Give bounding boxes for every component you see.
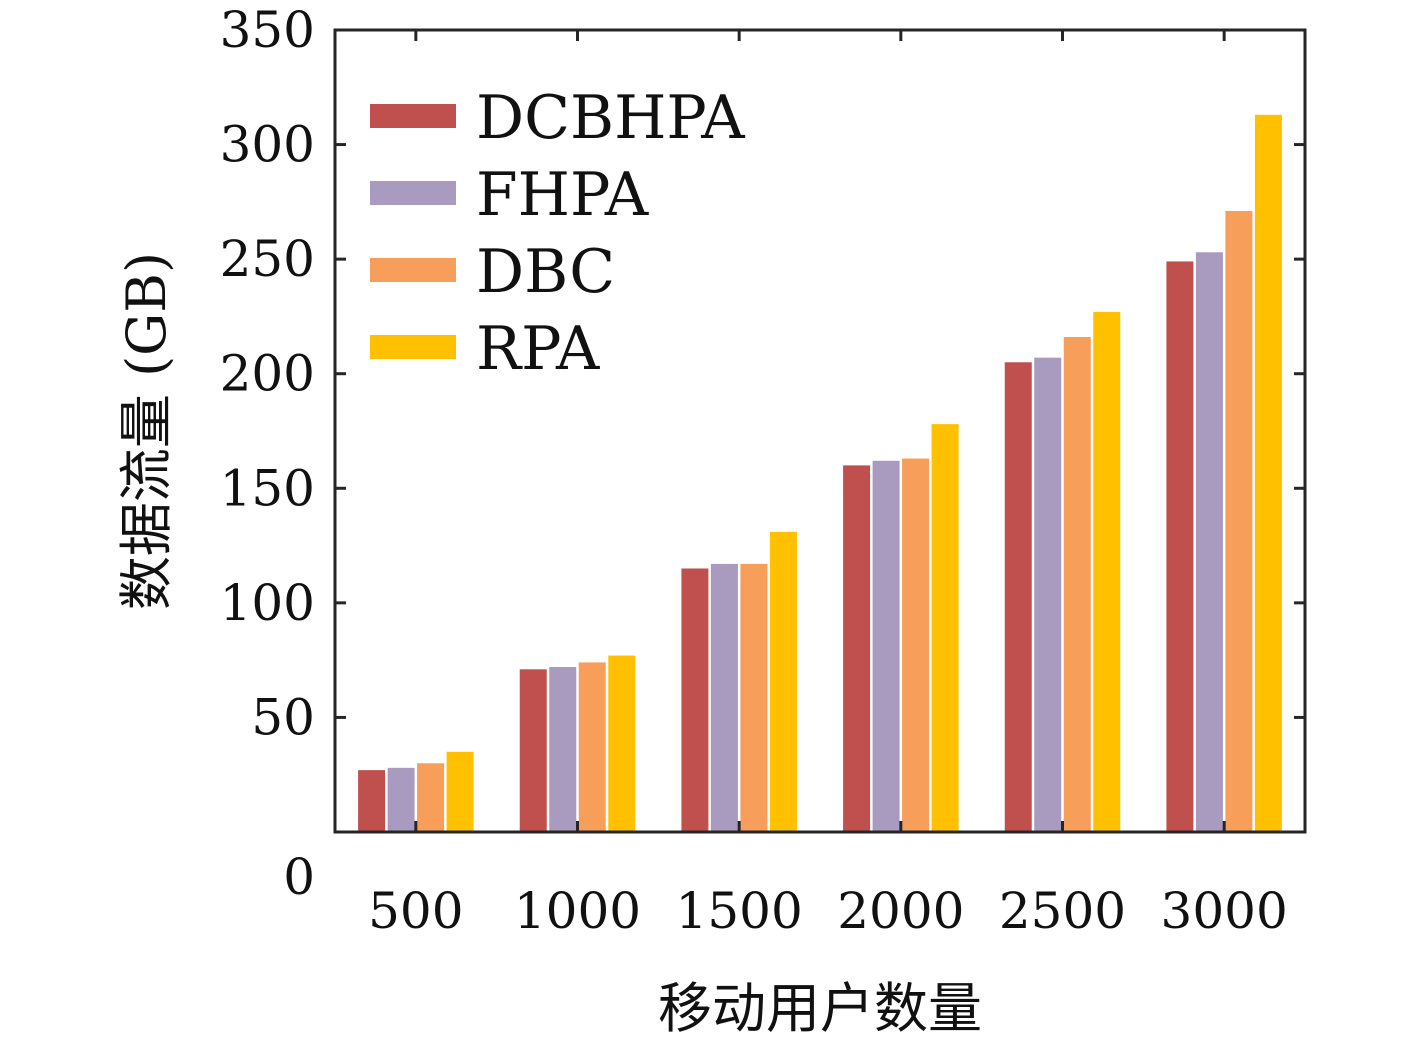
x-tick-label-2000: 2000 [837, 882, 964, 940]
x-tick-label-500: 500 [368, 882, 463, 940]
plot-frame [333, 28, 1307, 834]
x-tick-label-1000: 1000 [514, 882, 641, 940]
y-tick-labels: 0 50 100 150 200 250 300 350 [220, 1, 315, 906]
y-tick-label-150: 150 [220, 459, 315, 517]
y-tick-label-300: 300 [220, 116, 315, 174]
y-tick-label-0: 0 [283, 848, 315, 906]
bar-rpa-500 [446, 751, 474, 832]
bar-dcbhpa-2000 [843, 465, 871, 832]
x-axis-title: 移动用户数量 [658, 977, 982, 1039]
bar-fhpa-2500 [1034, 357, 1062, 832]
bar-dbc-1000 [578, 662, 606, 832]
axis-ticks [335, 30, 1305, 832]
y-axis-title: 数据流量 (GB) [115, 252, 178, 610]
y-tick-label-200: 200 [220, 345, 315, 403]
bar-dbc-2500 [1063, 337, 1091, 832]
bar-dbc-1500 [740, 563, 768, 832]
legend-label-dbc: DBC [476, 237, 615, 307]
bar-fhpa-1000 [549, 667, 577, 832]
bar-fhpa-3000 [1195, 252, 1223, 833]
bar-dbc-500 [417, 763, 445, 832]
bar-fhpa-1500 [710, 563, 738, 832]
bar-rpa-2000 [931, 424, 959, 832]
legend-label-fhpa: FHPA [476, 160, 649, 230]
legend-swatch-dbc [370, 258, 456, 282]
legend-label-rpa: RPA [476, 314, 600, 384]
legend-swatch-dcbhpa [370, 104, 456, 128]
bar-rpa-1500 [769, 531, 797, 832]
x-tick-label-1500: 1500 [676, 882, 803, 940]
x-tick-labels: 500 1000 1500 2000 2500 3000 [368, 882, 1288, 940]
bar-dcbhpa-1500 [681, 568, 709, 832]
y-tick-label-250: 250 [220, 230, 315, 288]
bar-dcbhpa-1000 [519, 669, 547, 832]
y-tick-label-50: 50 [251, 688, 315, 746]
legend-swatch-fhpa [370, 181, 456, 205]
bar-rpa-3000 [1254, 114, 1282, 833]
bar-fhpa-2000 [872, 460, 900, 832]
bar-dbc-2000 [902, 458, 930, 832]
bar-rpa-1000 [608, 655, 636, 832]
x-tick-label-3000: 3000 [1161, 882, 1288, 940]
x-tick-label-2500: 2500 [999, 882, 1126, 940]
legend-swatch-rpa [370, 335, 456, 359]
bar-dcbhpa-2500 [1004, 362, 1032, 832]
y-tick-label-100: 100 [220, 574, 315, 632]
bars-group [358, 114, 1282, 833]
bar-dbc-3000 [1225, 211, 1253, 833]
bar-dcbhpa-500 [358, 770, 386, 832]
legend-label-dcbhpa: DCBHPA [476, 83, 745, 153]
y-tick-label-350: 350 [220, 1, 315, 59]
bar-dcbhpa-3000 [1166, 261, 1194, 832]
bar-fhpa-500 [387, 767, 415, 832]
bar-rpa-2500 [1093, 311, 1121, 832]
